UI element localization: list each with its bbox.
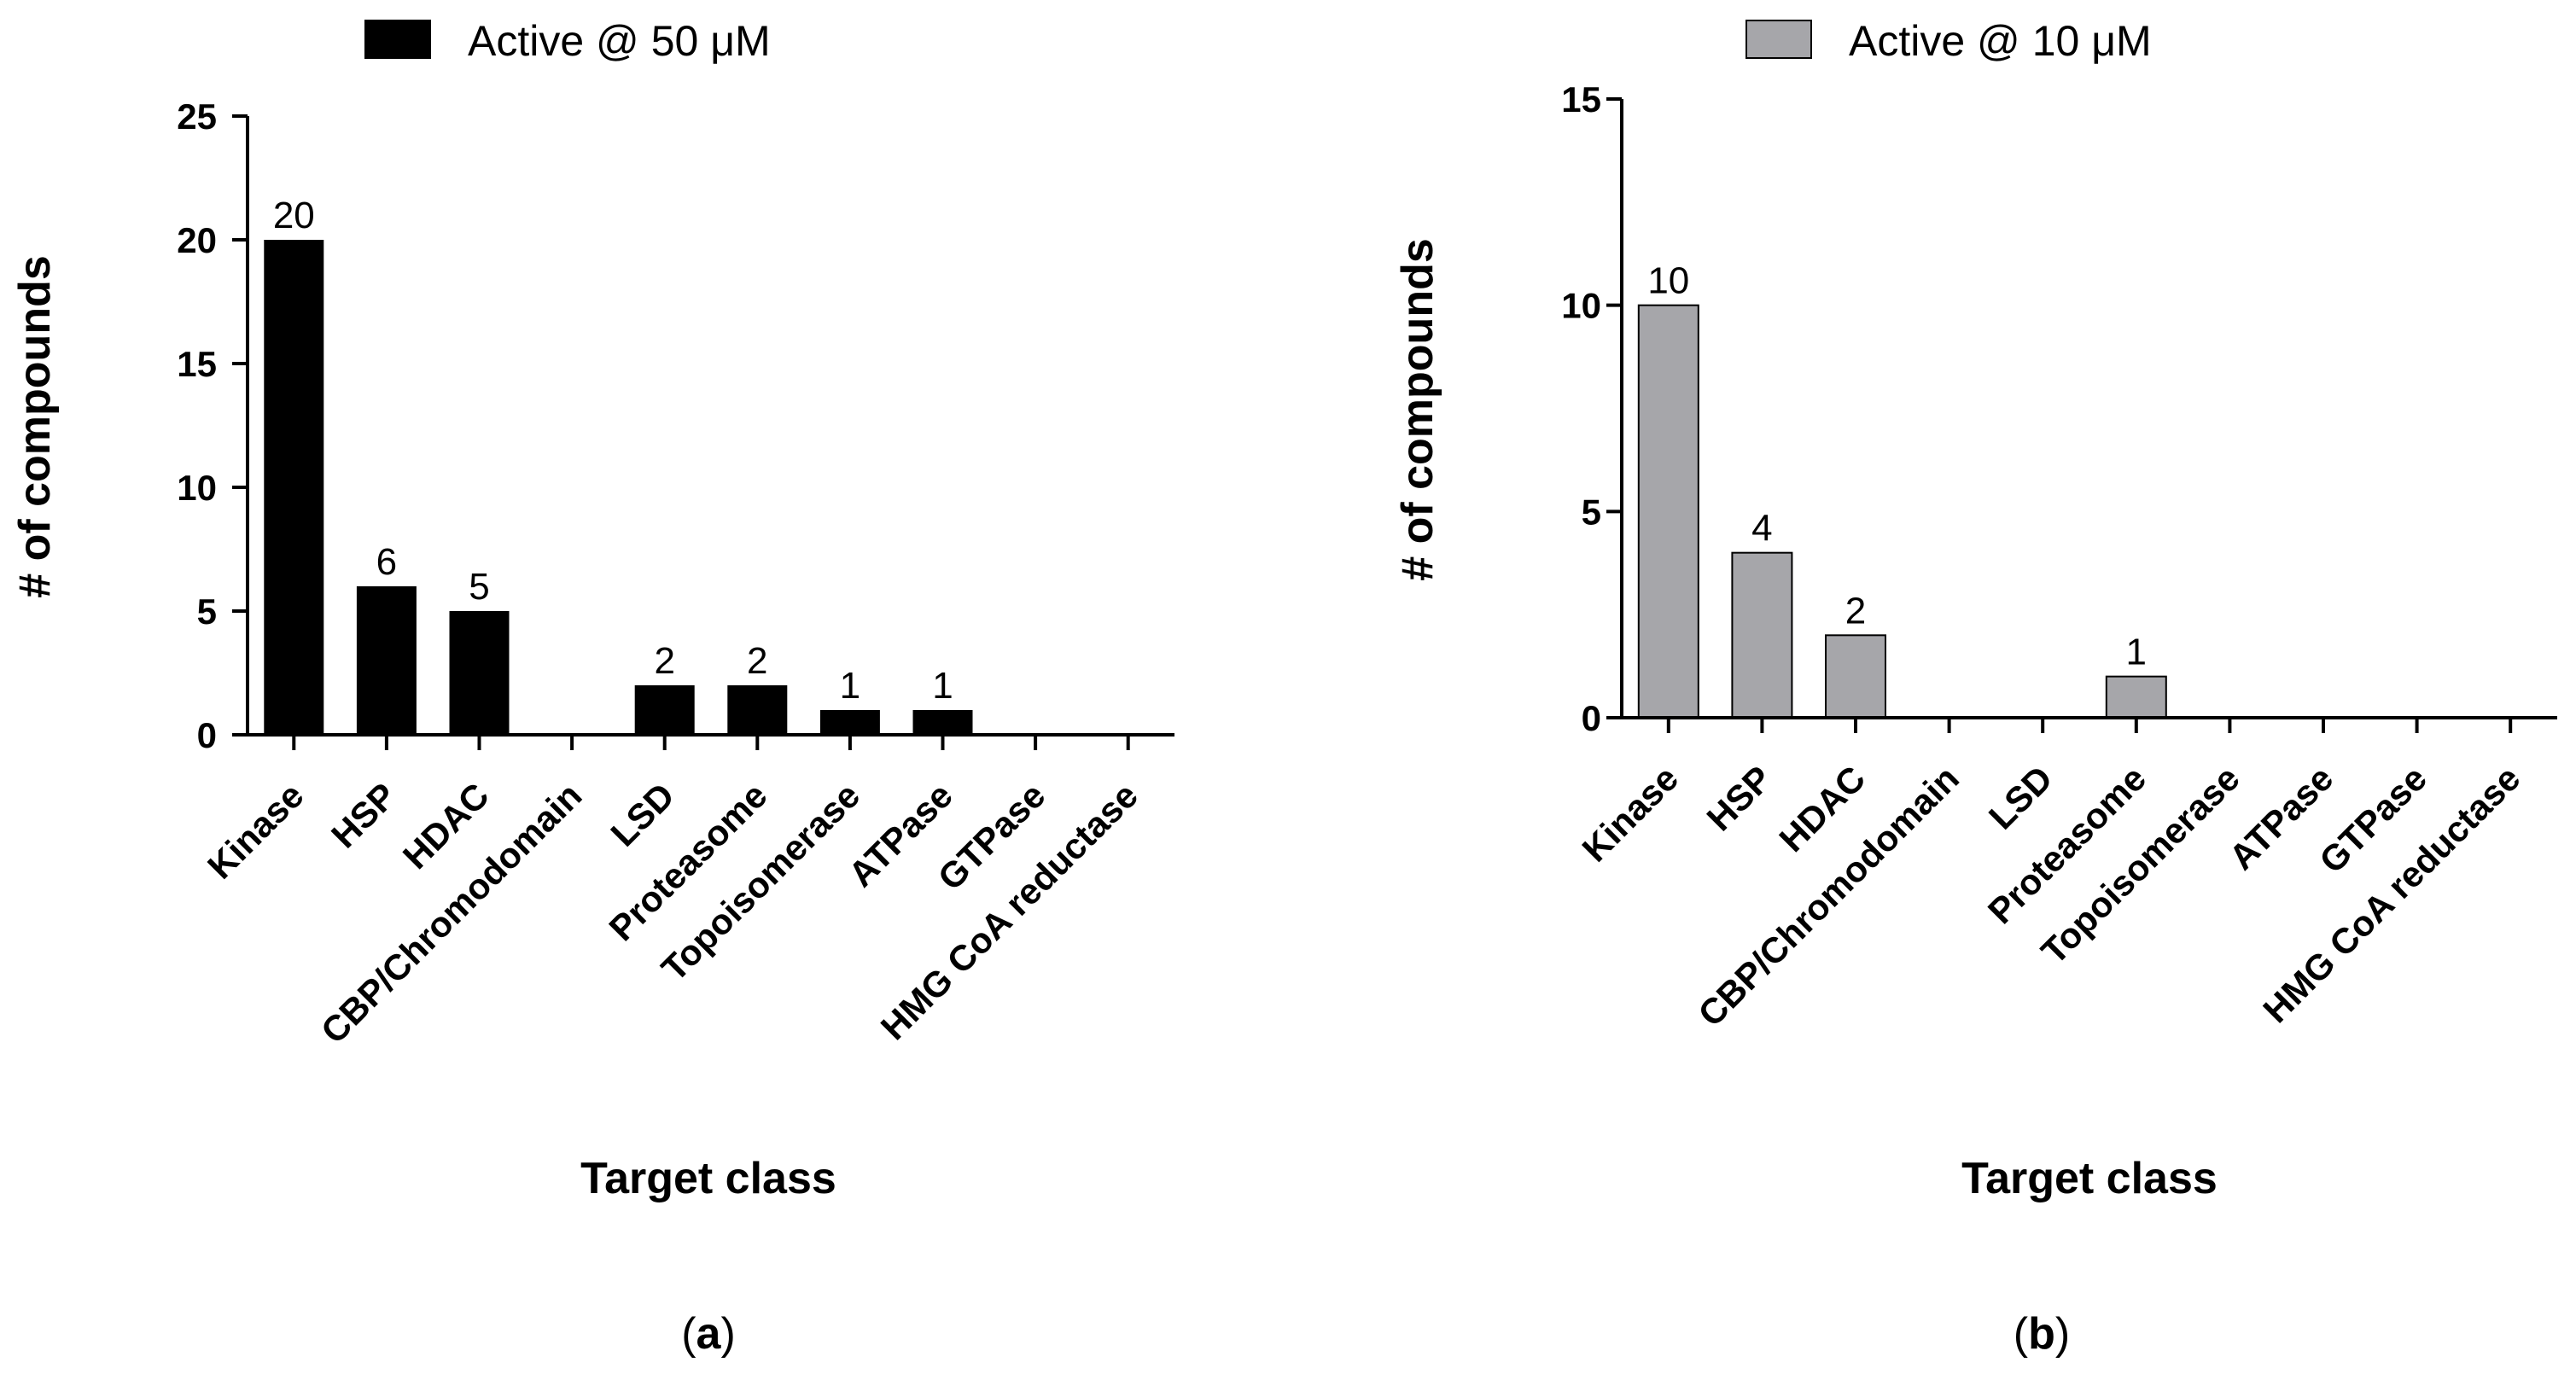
y-tick-label: 15 xyxy=(177,344,217,384)
x-tick-label: Kinase xyxy=(200,775,312,887)
y-axis-title: # of compounds xyxy=(1393,238,1442,581)
bar-proteasome xyxy=(727,685,788,735)
bar-atpase xyxy=(912,710,973,735)
legend-swatch xyxy=(364,20,431,59)
x-tick-label: LSD xyxy=(603,775,682,854)
legend-label: Active @ 10 μM xyxy=(1849,17,2152,65)
legend-label: Active @ 50 μM xyxy=(468,17,771,65)
data-label: 1 xyxy=(932,665,953,707)
legend-swatch xyxy=(1746,20,1812,59)
bar-hsp xyxy=(1731,551,1793,719)
panel-label: (b) xyxy=(2014,1309,2070,1359)
data-label: 2 xyxy=(654,640,674,682)
data-label: 20 xyxy=(273,195,315,236)
y-axis-title: # of compounds xyxy=(10,255,60,598)
y-tick-label: 0 xyxy=(197,715,217,755)
data-label: 5 xyxy=(469,566,489,608)
x-tick-label: Kinase xyxy=(1575,758,1687,870)
panel-label: (a) xyxy=(681,1309,736,1359)
x-axis-title: Target class xyxy=(580,1154,836,1203)
y-tick-label: 5 xyxy=(197,591,217,632)
y-tick-label: 20 xyxy=(177,220,217,260)
x-tick-label: HSP xyxy=(1699,758,1779,838)
x-tick-label: LSD xyxy=(1981,758,2060,837)
data-label: 1 xyxy=(2126,632,2147,673)
bar-topoisomerase xyxy=(819,710,880,735)
x-tick-label: HSP xyxy=(323,775,404,855)
data-label: 4 xyxy=(1751,508,1772,550)
data-label: 1 xyxy=(840,665,860,707)
y-tick-label: 10 xyxy=(177,468,217,508)
x-axis-title: Target class xyxy=(1961,1154,2218,1203)
bar-hdac xyxy=(449,611,510,735)
bar-kinase xyxy=(264,240,324,735)
bar-hdac xyxy=(1825,634,1886,719)
data-label: 6 xyxy=(376,541,397,583)
y-tick-label: 0 xyxy=(1582,698,1601,738)
bar-hsp xyxy=(356,586,417,735)
bar-proteasome xyxy=(2105,675,2167,719)
y-tick-label: 15 xyxy=(1561,79,1601,119)
bar-lsd xyxy=(634,685,695,735)
data-label: 2 xyxy=(747,640,767,682)
data-label: 2 xyxy=(1845,590,1866,632)
y-tick-label: 5 xyxy=(1582,492,1601,532)
y-tick-label: 10 xyxy=(1561,286,1601,326)
bar-kinase xyxy=(1637,304,1699,719)
y-tick-label: 25 xyxy=(177,96,217,137)
data-label: 10 xyxy=(1647,260,1689,302)
